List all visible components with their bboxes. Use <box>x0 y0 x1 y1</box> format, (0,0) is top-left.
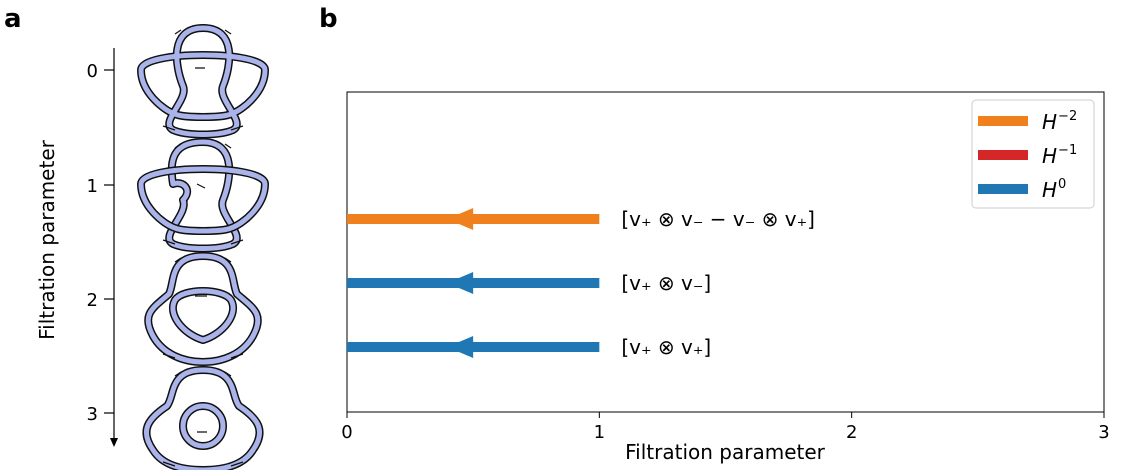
panel-b-label: b <box>319 4 338 34</box>
panel-a-axis: 0 1 2 3 Filtration parameter <box>35 48 118 447</box>
legend-label-0: H−2 <box>1042 109 1077 134</box>
knot-diagrams <box>137 28 269 470</box>
panel-a-ylabel: Filtration parameter <box>35 139 59 340</box>
chart-x-axis: 0 1 2 3 <box>341 412 1110 443</box>
axis-arrow-down-icon <box>110 438 118 447</box>
panel-a-tick-1: 1 <box>87 176 98 197</box>
barcode-arrow-left-icon <box>447 208 474 230</box>
x-tick-label-3: 3 <box>1098 422 1109 443</box>
x-tick-label-1: 1 <box>594 422 605 443</box>
barcode-label-1: [v₊ ⊗ v₋] <box>621 271 711 295</box>
panel-a-tick-2: 2 <box>87 290 98 311</box>
knot-diagram-2 <box>144 252 262 366</box>
x-tick-label-2: 2 <box>846 422 857 443</box>
barcode-label-0: [v₊ ⊗ v₋ − v₋ ⊗ v₊] <box>621 207 815 231</box>
knot-diagram-3 <box>142 366 264 470</box>
x-tick-label-0: 0 <box>341 422 352 443</box>
legend-box <box>971 99 1095 209</box>
chart-plot-area <box>346 91 1105 413</box>
legend-label-2: H0 <box>1042 177 1066 202</box>
panel-a-tick-0: 0 <box>87 61 98 82</box>
barcode-arrow-left-icon <box>447 336 474 358</box>
chart-xlabel: Filtration parameter <box>625 440 826 464</box>
chart-legend: H−2 H−1 H0 <box>971 99 1095 209</box>
barcode-arrow-left-icon <box>447 272 474 294</box>
knot-diagram-0 <box>141 28 265 135</box>
chart-bars: [v₊ ⊗ v₋ − v₋ ⊗ v₊] [v₊ ⊗ v₋] [v₊ ⊗ v₊] <box>347 207 815 359</box>
knot-diagram-1 <box>137 138 269 253</box>
legend-label-1: H−1 <box>1042 143 1077 168</box>
barcode-label-2: [v₊ ⊗ v₊] <box>621 335 711 359</box>
panel-a-tick-3: 3 <box>87 404 98 425</box>
panel-a-label: a <box>4 4 22 34</box>
